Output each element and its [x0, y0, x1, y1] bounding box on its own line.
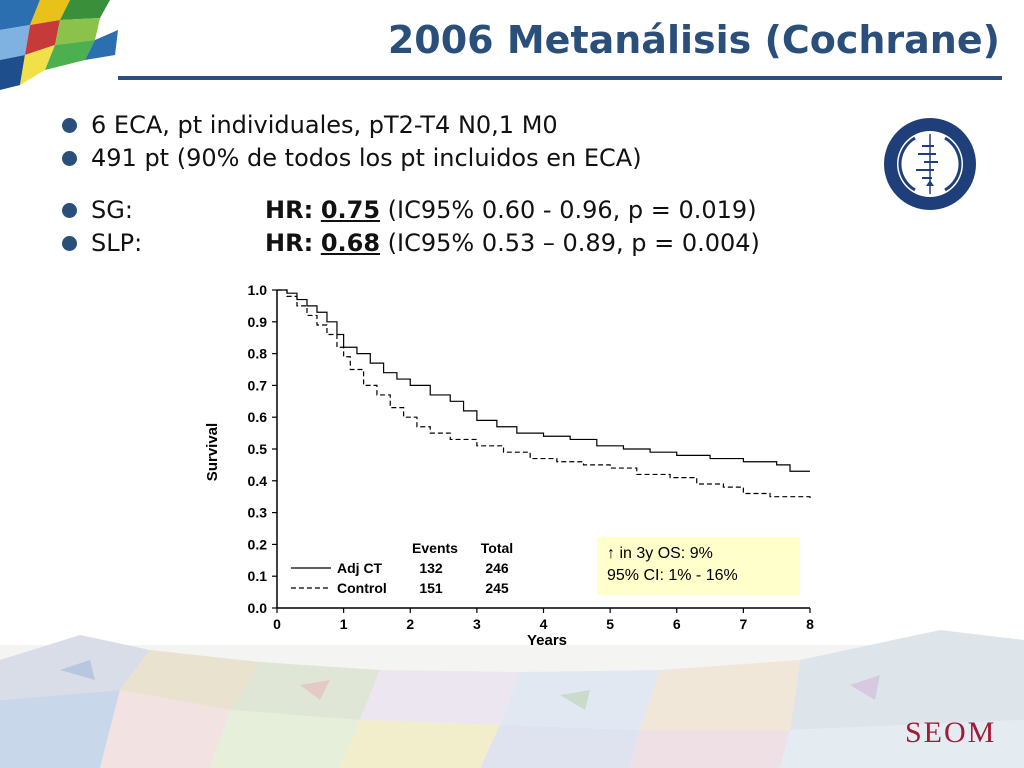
hr-result-sg: HR: 0.75 (IC95% 0.60 - 0.96, p = 0.019) [265, 196, 757, 224]
y-tick-label: 0.5 [248, 441, 268, 457]
legend-total: 245 [485, 580, 509, 596]
bullet-text: 6 ECA, pt individuales, pT2-T4 N0,1 M0 [91, 111, 558, 139]
legend-header: Total [481, 540, 513, 556]
bullet-text: 491 pt (90% de todos los pt incluidos en… [91, 144, 642, 172]
bullet-dot-icon [62, 235, 77, 251]
series-line-adj-ct [277, 289, 810, 472]
hr-ci: (IC95% 0.53 – 0.89, p = 0.004) [380, 229, 760, 257]
y-tick-label: 0.1 [248, 568, 268, 584]
legend-total: 246 [485, 560, 509, 576]
bullet-item: SG: [62, 196, 133, 224]
hr-value: 0.68 [320, 229, 381, 257]
hr-label: HR: [265, 229, 314, 257]
hr-ci: (IC95% 0.60 - 0.96, p = 0.019) [380, 196, 757, 224]
annotation-box: ↑ in 3y OS: 9% 95% CI: 1% - 16% [597, 537, 800, 595]
bullet-item: SLP: [62, 229, 142, 257]
legend-header: Events [412, 540, 458, 556]
hr-label: HR: [265, 196, 314, 224]
seom-logo: SEOM [905, 716, 997, 749]
bullet-dot-icon [62, 150, 77, 166]
y-tick-label: 0.2 [248, 536, 268, 552]
x-tick-label: 7 [739, 616, 747, 632]
x-tick-label: 2 [406, 616, 414, 632]
x-tick-label: 5 [606, 616, 614, 632]
y-tick-label: 0.8 [248, 346, 268, 362]
bullet-dot-icon [62, 202, 77, 218]
x-tick-label: 8 [806, 616, 814, 632]
y-tick-label: 0.4 [248, 473, 268, 489]
y-axis-label: Survival [204, 423, 221, 481]
bullet-text: SG: [91, 196, 133, 224]
mosaic-decoration-top [0, 0, 120, 95]
x-tick-label: 0 [273, 616, 281, 632]
hr-result-slp: HR: 0.68 (IC95% 0.53 – 0.89, p = 0.004) [265, 229, 760, 257]
bullet-text: SLP: [91, 229, 143, 257]
slide-title: 2006 Metanálisis (Cochrane) [387, 18, 1000, 62]
legend-events: 132 [419, 560, 443, 576]
x-tick-label: 4 [540, 616, 548, 632]
y-tick-label: 0.9 [248, 314, 268, 330]
legend-series-name: Adj CT [337, 560, 383, 576]
cochrane-logo-icon [884, 118, 976, 210]
y-tick-label: 0.3 [248, 505, 268, 521]
bullet-item: 491 pt (90% de todos los pt incluidos en… [62, 144, 642, 172]
bullet-item: 6 ECA, pt individuales, pT2-T4 N0,1 M0 [62, 111, 558, 139]
survival-chart: 0 1 2 3 4 5 6 7 8 0.0 0.1 0.2 0.3 0.4 0.5 0.6 0.7 0.8 0.9 1… [204, 282, 814, 649]
annotation-line-2: 95% CI: 1% - 16% [607, 567, 738, 584]
annotation-line-1: ↑ in 3y OS: 9% [607, 545, 713, 562]
hr-value: 0.75 [320, 196, 381, 224]
mosaic-decoration-bottom [0, 630, 1024, 768]
bullet-dot-icon [62, 117, 77, 133]
x-tick-label: 3 [473, 616, 481, 632]
y-tick-label: 0.0 [248, 600, 268, 616]
x-axis-label: Years [527, 632, 567, 649]
y-tick-label: 0.6 [248, 409, 268, 425]
y-tick-label: 1.0 [248, 282, 268, 298]
y-tick-label: 0.7 [248, 377, 268, 393]
x-tick-label: 6 [673, 616, 681, 632]
x-tick-label: 1 [340, 616, 348, 632]
legend-series-name: Control [337, 580, 387, 596]
title-underline [118, 76, 1002, 80]
legend-events: 151 [419, 580, 443, 596]
series-line-control [277, 289, 811, 500]
